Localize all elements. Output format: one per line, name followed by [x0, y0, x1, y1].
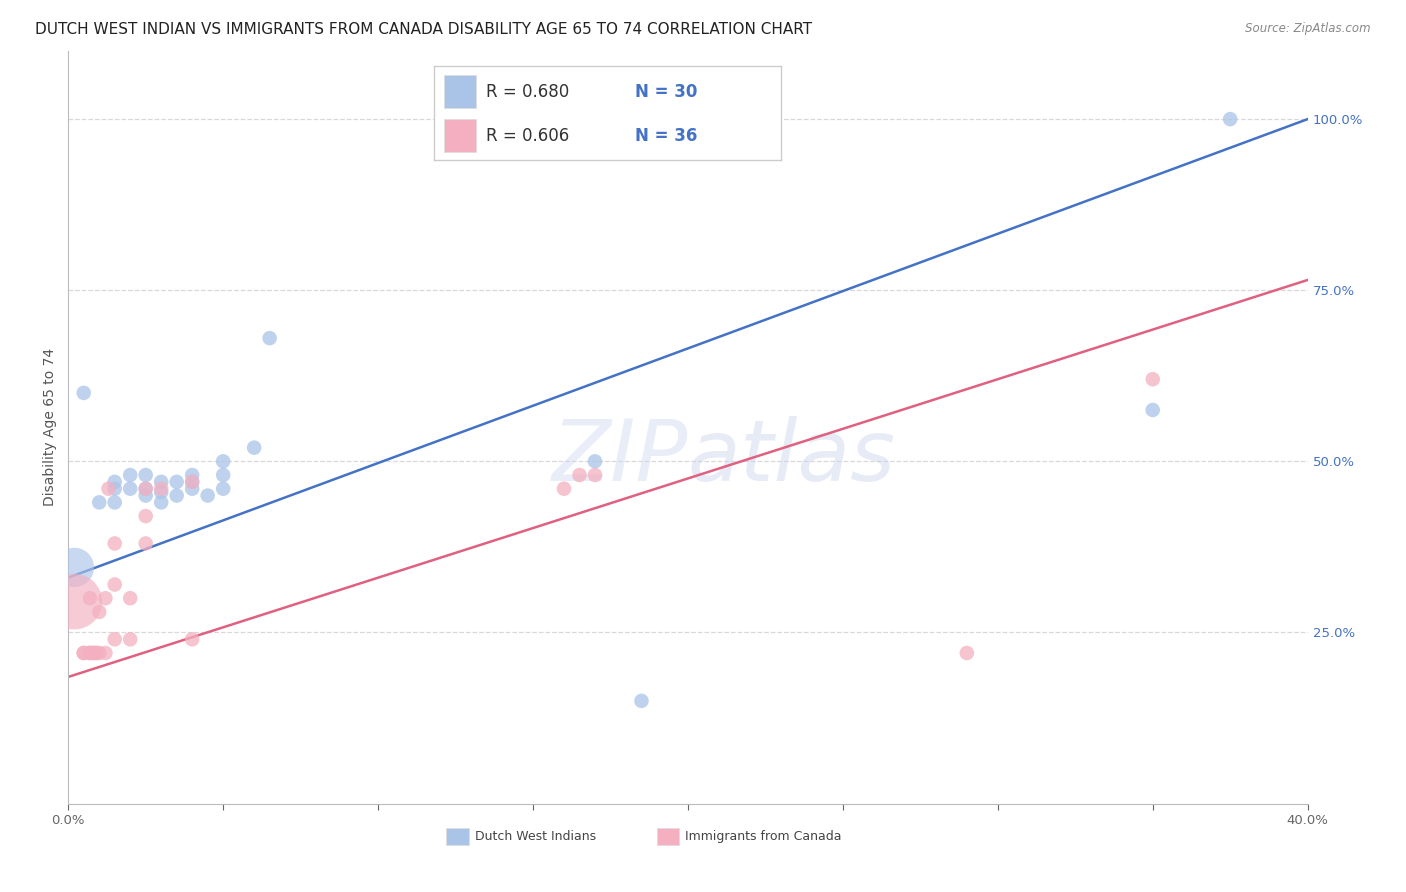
- Point: [104, 632, 127, 647]
- Point: [135, 482, 157, 496]
- Point: [1219, 112, 1241, 127]
- Point: [120, 632, 142, 647]
- Point: [150, 495, 173, 509]
- Bar: [657, 829, 679, 845]
- Point: [1142, 372, 1164, 386]
- Point: [89, 495, 111, 509]
- Point: [97, 482, 120, 496]
- Point: [181, 468, 204, 483]
- Point: [181, 475, 204, 489]
- Point: [150, 482, 173, 496]
- Point: [181, 475, 204, 489]
- Point: [135, 536, 157, 550]
- Point: [135, 509, 157, 524]
- Point: [79, 591, 101, 606]
- Point: [82, 646, 104, 660]
- Text: Immigrants from Canada: Immigrants from Canada: [686, 830, 842, 843]
- Text: Source: ZipAtlas.com: Source: ZipAtlas.com: [1246, 22, 1371, 36]
- Point: [583, 468, 606, 483]
- Point: [84, 646, 107, 660]
- Point: [553, 482, 575, 496]
- Text: ZIP: ZIP: [551, 416, 688, 499]
- Point: [166, 489, 188, 503]
- Bar: [446, 829, 468, 845]
- Point: [166, 475, 188, 489]
- Point: [150, 475, 173, 489]
- Point: [73, 646, 96, 660]
- Point: [1142, 403, 1164, 417]
- Text: DUTCH WEST INDIAN VS IMMIGRANTS FROM CANADA DISABILITY AGE 65 TO 74 CORRELATION : DUTCH WEST INDIAN VS IMMIGRANTS FROM CAN…: [35, 22, 813, 37]
- Point: [243, 441, 266, 455]
- Point: [104, 475, 127, 489]
- Point: [135, 482, 157, 496]
- Point: [79, 646, 101, 660]
- Point: [212, 454, 235, 468]
- Text: atlas: atlas: [688, 416, 896, 499]
- Point: [94, 591, 117, 606]
- Point: [956, 646, 979, 660]
- Point: [630, 694, 652, 708]
- Point: [104, 536, 127, 550]
- Point: [181, 482, 204, 496]
- Point: [568, 468, 591, 483]
- Point: [104, 482, 127, 496]
- Point: [120, 468, 142, 483]
- Point: [89, 646, 111, 660]
- Point: [73, 646, 96, 660]
- Point: [259, 331, 281, 345]
- Point: [79, 646, 101, 660]
- Point: [82, 646, 104, 660]
- Point: [89, 605, 111, 619]
- Point: [63, 560, 86, 574]
- Point: [104, 577, 127, 591]
- Point: [197, 489, 219, 503]
- Point: [104, 495, 127, 509]
- Text: Dutch West Indians: Dutch West Indians: [475, 830, 596, 843]
- Point: [63, 594, 86, 608]
- Point: [73, 385, 96, 400]
- Point: [94, 646, 117, 660]
- Point: [181, 632, 204, 647]
- Point: [120, 482, 142, 496]
- Point: [84, 646, 107, 660]
- Point: [212, 482, 235, 496]
- Y-axis label: Disability Age 65 to 74: Disability Age 65 to 74: [44, 348, 58, 506]
- Point: [120, 591, 142, 606]
- Point: [135, 489, 157, 503]
- Point: [150, 485, 173, 500]
- Point: [212, 468, 235, 483]
- Point: [135, 468, 157, 483]
- Point: [583, 454, 606, 468]
